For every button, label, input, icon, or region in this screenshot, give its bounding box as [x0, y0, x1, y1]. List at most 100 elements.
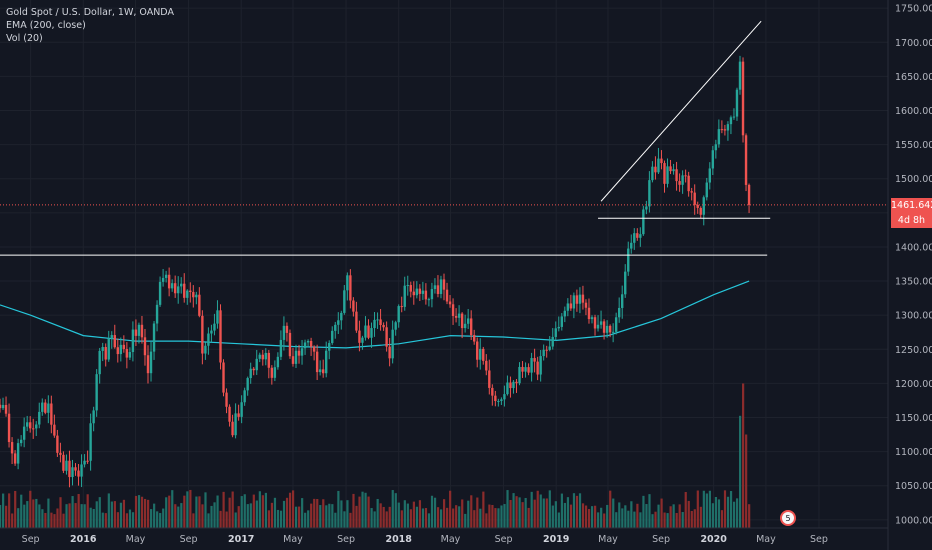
candle	[421, 281, 425, 300]
candle	[672, 163, 675, 175]
volume-bar	[651, 514, 654, 528]
volume-bar	[497, 508, 500, 528]
volume-bar	[240, 496, 243, 528]
candle	[617, 297, 621, 323]
volume-bar	[449, 490, 452, 528]
volume-bar	[400, 510, 403, 528]
volume-bar	[270, 502, 274, 528]
volume-bar	[406, 503, 409, 528]
candle	[315, 344, 319, 381]
price-tick-label: 1400.000	[895, 242, 932, 253]
candle	[482, 346, 485, 365]
candle	[246, 376, 249, 396]
volume-bar	[494, 508, 497, 528]
volume-bar	[98, 497, 101, 528]
candle	[545, 345, 548, 358]
candle	[282, 316, 286, 351]
candle	[512, 380, 515, 394]
candle	[515, 379, 518, 393]
volume-bar	[252, 494, 255, 528]
volume-bars	[0, 383, 751, 528]
candle	[16, 438, 20, 470]
volume-bar	[742, 383, 745, 528]
volume-bar	[533, 499, 536, 528]
candle	[13, 450, 17, 466]
symbol-title[interactable]: Gold Spot / U.S. Dollar, 1W, OANDA	[6, 7, 174, 18]
candle	[243, 387, 246, 406]
candle	[252, 366, 255, 376]
volume-bar	[600, 507, 603, 528]
volume-indicator-label[interactable]: Vol (20)	[6, 33, 43, 44]
volume-bar	[581, 503, 585, 528]
candle	[460, 312, 464, 339]
candle	[506, 375, 509, 396]
time-tick-label: 2018	[385, 534, 412, 545]
candle	[7, 403, 11, 448]
candle	[222, 359, 225, 397]
volume-bar	[101, 512, 104, 528]
candle	[225, 388, 228, 414]
volume-bar	[735, 498, 739, 528]
candle	[201, 310, 204, 365]
volume-bar	[436, 507, 440, 528]
candle	[497, 398, 500, 407]
candle	[479, 338, 482, 370]
volume-bar	[32, 499, 35, 528]
volume-bar	[8, 493, 11, 528]
volume-bar	[352, 493, 355, 528]
event-badge[interactable]: 5	[779, 509, 799, 526]
volume-bar	[485, 513, 488, 528]
candle	[173, 275, 177, 298]
price-tick-label: 1700.000	[895, 38, 932, 49]
candle	[714, 139, 718, 159]
candle	[436, 275, 440, 298]
volume-bar	[198, 496, 201, 528]
price-tick-label: 1600.000	[895, 106, 932, 117]
volume-bar	[548, 490, 551, 528]
volume-bar	[467, 500, 470, 528]
candle	[388, 338, 391, 367]
candle	[131, 321, 135, 362]
candle	[38, 402, 41, 429]
candle	[89, 413, 92, 471]
volume-bar	[340, 500, 343, 528]
candle	[167, 267, 171, 297]
candle	[654, 156, 657, 180]
candle	[639, 227, 642, 247]
volume-bar	[542, 498, 545, 528]
volume-bar	[86, 494, 89, 528]
candle	[406, 275, 409, 296]
volume-bar	[228, 497, 231, 528]
candles	[0, 55, 751, 488]
drawings[interactable]	[0, 20, 888, 256]
candle	[267, 350, 271, 379]
volume-bar	[225, 511, 228, 528]
volume-bar	[621, 508, 624, 528]
volume-bar	[301, 498, 304, 528]
volume-bar	[491, 504, 494, 528]
volume-bar	[385, 511, 388, 528]
time-tick-label: Sep	[22, 534, 40, 545]
candle	[533, 348, 536, 373]
candle	[642, 205, 645, 236]
volume-bar	[310, 503, 313, 528]
volume-bar	[446, 507, 449, 528]
candle	[204, 342, 207, 360]
volume-bar	[74, 503, 77, 528]
volume-bar	[569, 504, 573, 528]
volume-bar	[443, 499, 446, 528]
ema-indicator-label[interactable]: EMA (200, close)	[6, 20, 86, 31]
time-tick-label: 2017	[228, 534, 254, 545]
volume-bar	[745, 434, 748, 528]
volume-bar	[201, 504, 204, 528]
volume-bar	[279, 510, 283, 528]
candle	[681, 170, 684, 194]
candle	[557, 316, 560, 332]
candle	[539, 350, 542, 382]
candle	[524, 362, 527, 378]
price-tick-label: 1350.000	[895, 277, 932, 288]
drawing-trendline[interactable]	[600, 20, 762, 202]
candle	[485, 354, 488, 376]
